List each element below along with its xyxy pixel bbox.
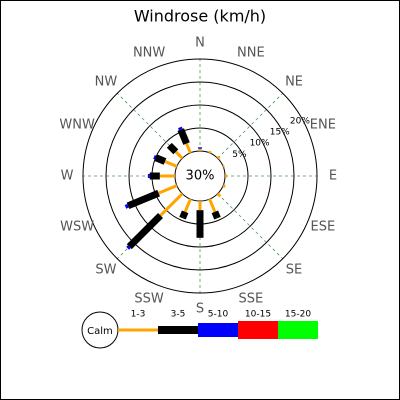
rose-segment bbox=[178, 126, 183, 131]
rose-segment bbox=[154, 154, 167, 165]
direction-label: NE bbox=[285, 74, 303, 89]
legend-swatch bbox=[198, 323, 238, 337]
rose-segment bbox=[124, 203, 129, 209]
legend-label: 10-15 bbox=[245, 310, 271, 320]
calm-value: 30% bbox=[186, 169, 215, 184]
direction-label: W bbox=[61, 169, 74, 184]
rose-segment bbox=[208, 198, 217, 213]
legend-label: 5-10 bbox=[208, 310, 229, 320]
rose-segment bbox=[183, 198, 192, 213]
legend-swatch bbox=[118, 328, 158, 332]
rose-segment bbox=[216, 155, 221, 160]
direction-label: NNW bbox=[133, 46, 165, 61]
rose-segment bbox=[211, 210, 221, 220]
rose-segment bbox=[166, 142, 179, 155]
rose-segment bbox=[126, 245, 131, 250]
legend-label: 1-3 bbox=[131, 310, 146, 320]
rose-segment bbox=[153, 155, 157, 160]
direction-label: NW bbox=[95, 74, 118, 89]
direction-label: ESE bbox=[311, 219, 336, 234]
direction-label: ENE bbox=[310, 118, 336, 133]
chart-title: Windrose (km/h) bbox=[134, 7, 266, 26]
direction-label: WSW bbox=[60, 219, 94, 234]
r-tick-label: 15% bbox=[270, 128, 290, 138]
rose-segment bbox=[158, 184, 178, 195]
r-tick-label: 5% bbox=[232, 150, 247, 160]
legend-label: 15-20 bbox=[285, 310, 311, 320]
legend-swatch bbox=[158, 326, 198, 334]
rose-segment bbox=[216, 192, 222, 198]
rose-segment bbox=[126, 212, 164, 250]
direction-label: NNE bbox=[237, 46, 265, 61]
direction-label: SE bbox=[286, 263, 302, 278]
legend-swatch bbox=[278, 321, 318, 339]
direction-label: N bbox=[195, 36, 205, 51]
direction-label: S bbox=[196, 302, 204, 317]
rose-segment bbox=[208, 150, 212, 154]
direction-label: E bbox=[329, 169, 337, 184]
r-tick-label: 10% bbox=[250, 139, 270, 149]
rose-segment bbox=[185, 142, 192, 154]
r-tick-label: 20% bbox=[290, 117, 310, 127]
rose-segment bbox=[159, 192, 184, 217]
legend-label: 3-5 bbox=[171, 310, 186, 320]
rose-segment bbox=[179, 210, 189, 220]
grid-ring bbox=[82, 58, 318, 294]
rose-segment bbox=[174, 150, 184, 160]
legend-calm-label: Calm bbox=[87, 326, 113, 337]
direction-label: WNW bbox=[59, 118, 95, 133]
legend-swatch bbox=[238, 321, 278, 339]
grid-ring bbox=[105, 81, 295, 271]
direction-label: SSW bbox=[134, 291, 164, 306]
rose-segment bbox=[126, 189, 160, 210]
rose-segment bbox=[177, 128, 190, 145]
rose-segment bbox=[222, 184, 226, 188]
direction-label: SW bbox=[95, 263, 116, 278]
rose-segment bbox=[164, 160, 178, 168]
direction-label: SSE bbox=[239, 291, 264, 306]
rose-segment bbox=[222, 164, 225, 168]
grid-ring bbox=[128, 104, 272, 248]
